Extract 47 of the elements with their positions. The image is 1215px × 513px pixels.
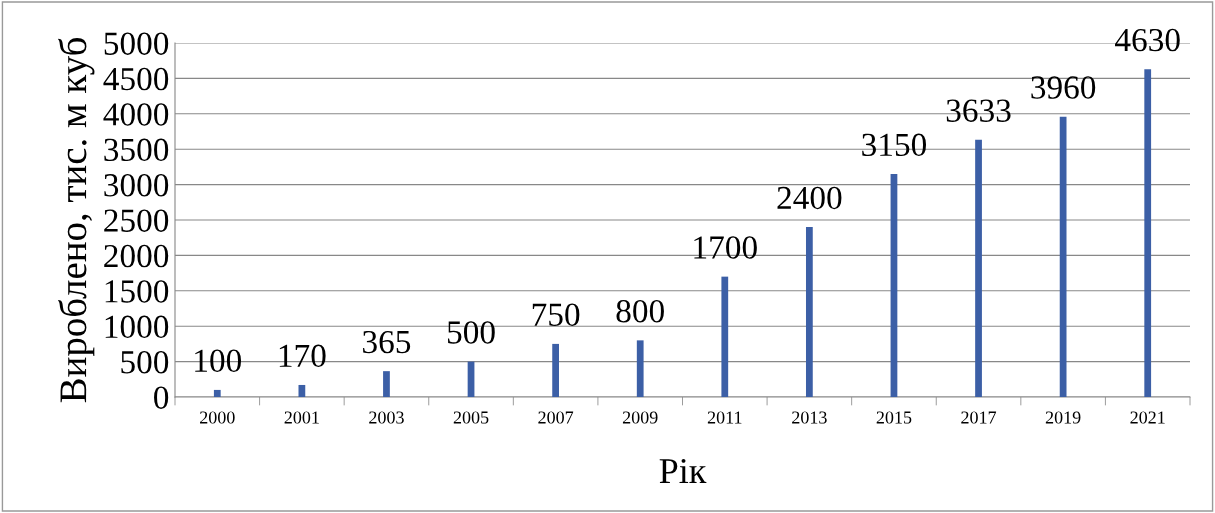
- y-tick-label: 2000: [104, 244, 169, 268]
- bar: [636, 340, 644, 397]
- x-tick-label: 2009: [622, 411, 658, 424]
- y-tick-label: 4500: [103, 67, 169, 91]
- bar: [552, 343, 560, 397]
- y-axis-title: Вироблено, тис. м куб: [58, 38, 95, 403]
- y-tick-label: 3000: [104, 174, 169, 197]
- data-label: 750: [532, 303, 580, 327]
- data-label: 1700: [694, 236, 757, 259]
- data-label: 500: [447, 321, 495, 344]
- y-tick-label: 500: [121, 351, 169, 374]
- data-label: 3960: [1031, 76, 1096, 99]
- y-tick-label: 5000: [104, 32, 169, 55]
- x-tick-label: 2003: [369, 411, 404, 424]
- x-tick-label: 2013: [792, 411, 827, 424]
- data-label: 100: [195, 349, 242, 373]
- x-axis-title: Рік: [659, 458, 707, 483]
- y-tick-label: 4000: [103, 103, 169, 126]
- data-label: 3633: [946, 99, 1011, 122]
- y-tick-label: 0: [154, 386, 169, 409]
- x-tick-label: 2001: [284, 411, 319, 424]
- bar: [975, 139, 982, 397]
- data-label: 4630: [1115, 28, 1180, 52]
- y-tick-label: 3500: [104, 138, 169, 162]
- x-tick-label: 2015: [876, 411, 912, 424]
- data-label: 800: [616, 299, 664, 323]
- x-tick-label: 2021: [1130, 411, 1165, 424]
- data-label: 365: [363, 330, 411, 354]
- bar: [298, 384, 306, 397]
- bar: [213, 389, 221, 397]
- data-label: 2400: [777, 186, 842, 210]
- x-tick-label: 2005: [453, 411, 489, 424]
- bar: [1059, 116, 1067, 397]
- data-label: 3150: [862, 133, 927, 157]
- bar: [721, 276, 729, 397]
- y-tick-label: 1000: [105, 315, 169, 339]
- data-label: 170: [279, 344, 326, 368]
- x-tick-label: 2000: [200, 411, 235, 424]
- bar: [1144, 69, 1152, 397]
- x-tick-label: 2017: [961, 411, 997, 424]
- bar: [805, 227, 813, 397]
- bar: [383, 371, 390, 397]
- y-tick-label: 2500: [104, 209, 169, 232]
- x-tick-label: 2011: [707, 411, 742, 424]
- x-tick-label: 2019: [1045, 411, 1081, 424]
- x-tick-label: 2007: [538, 411, 574, 424]
- y-tick-label: 1500: [105, 280, 169, 303]
